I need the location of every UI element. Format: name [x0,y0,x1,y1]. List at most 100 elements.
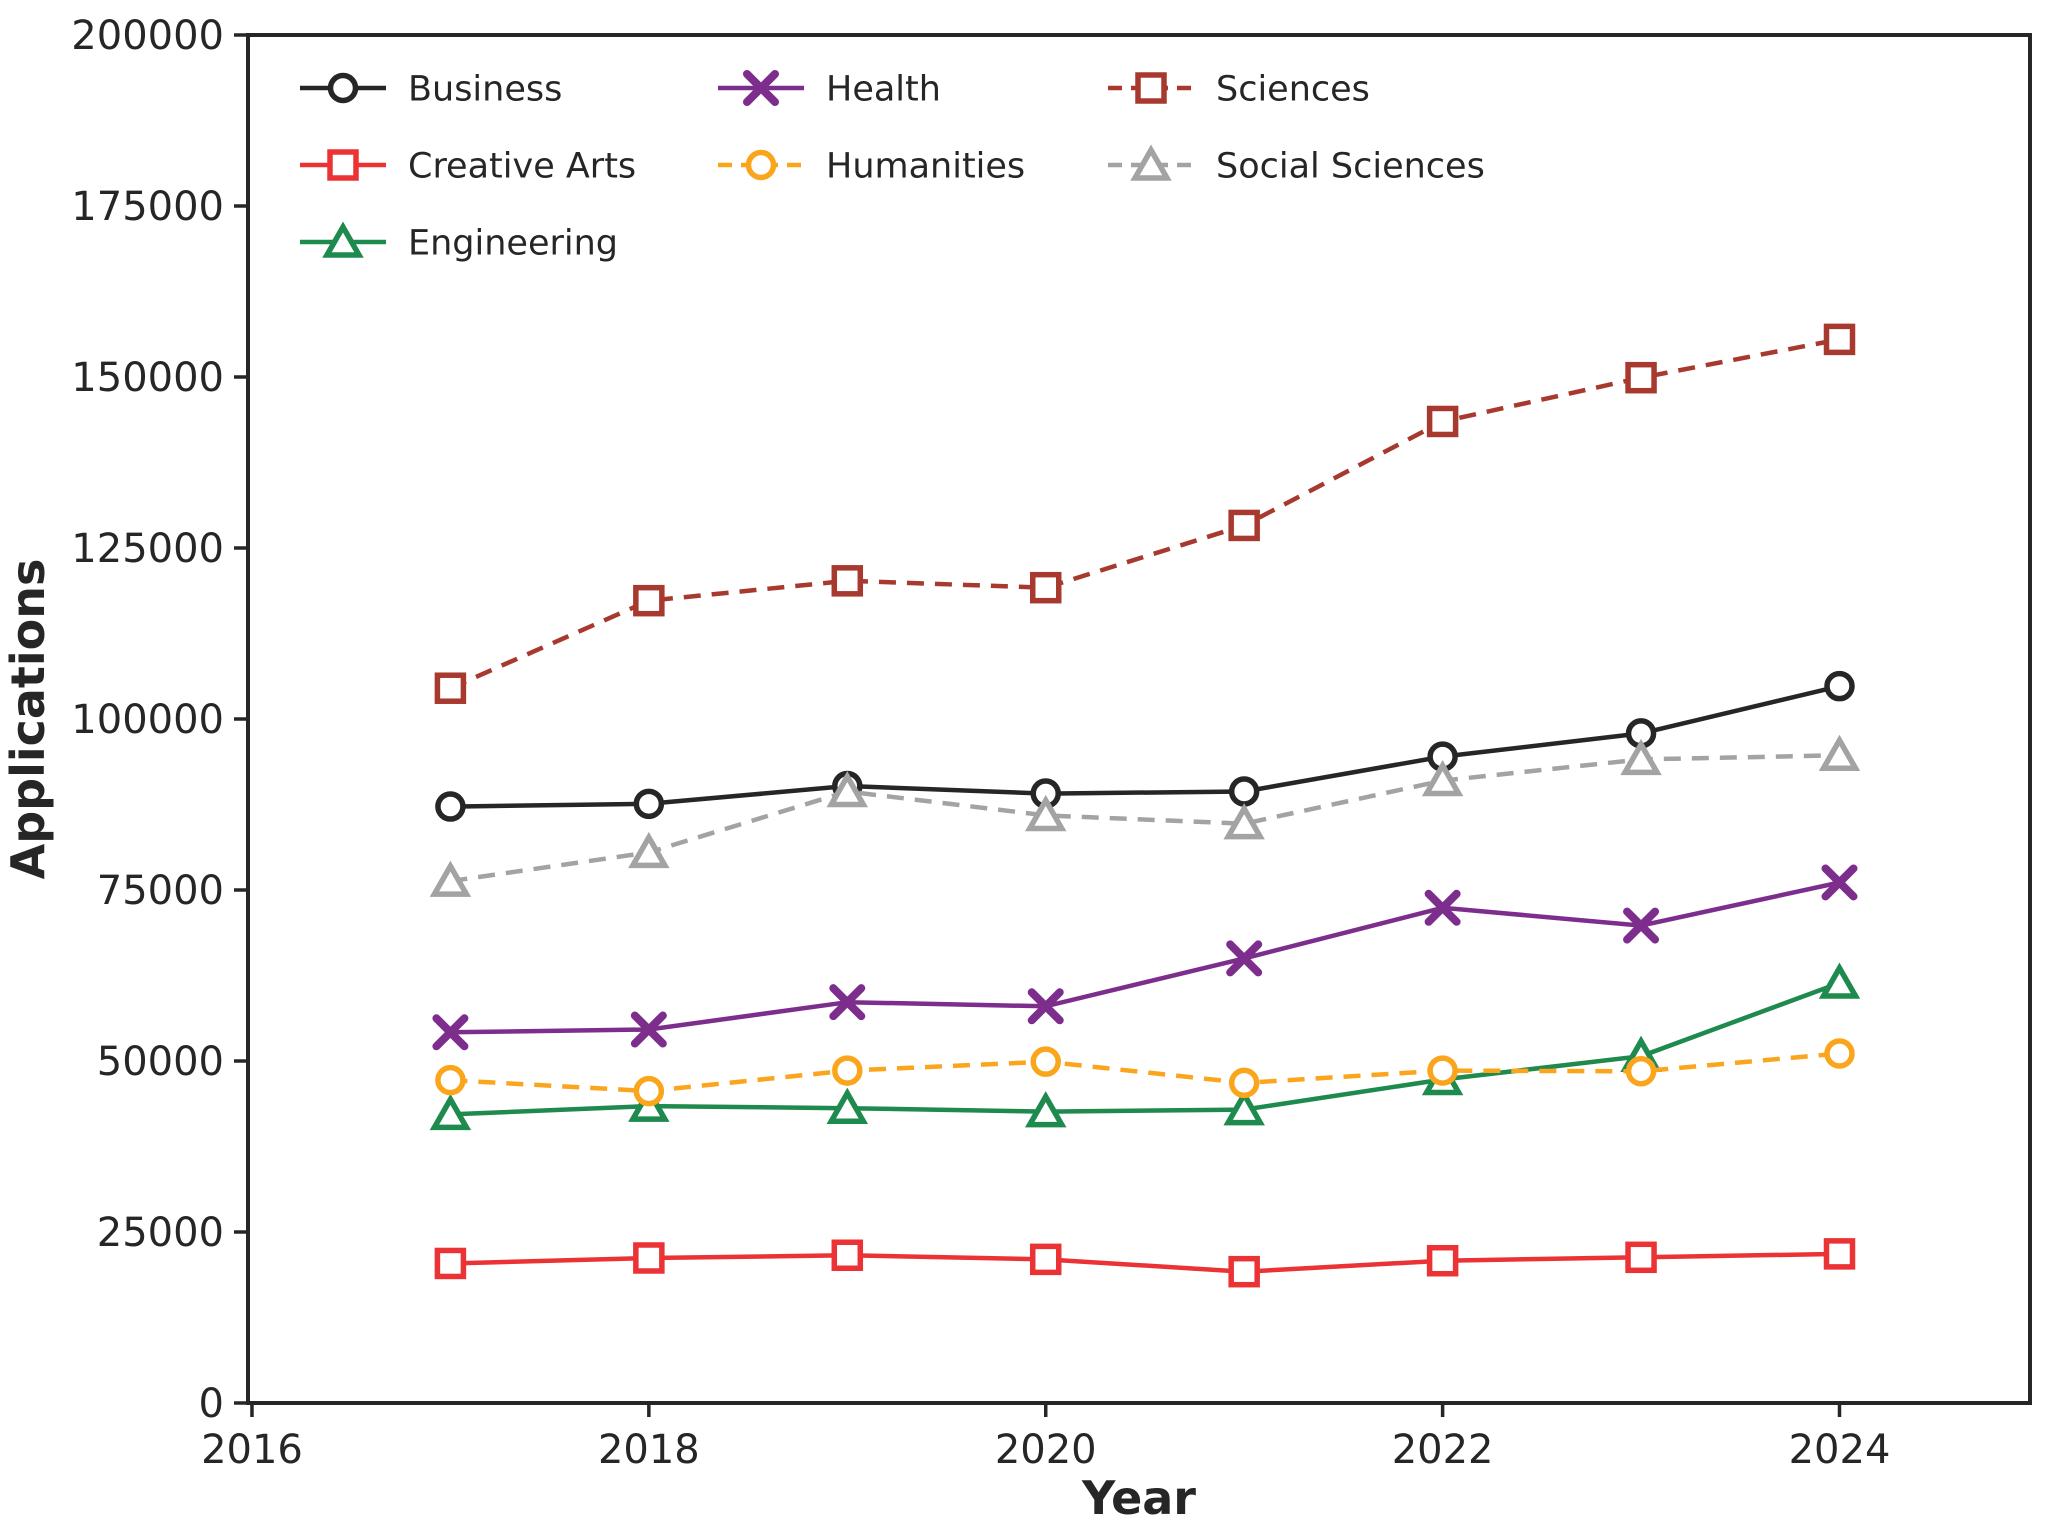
x-tick-label: 2024 [1789,1427,1891,1473]
triangle-marker [826,1087,869,1124]
circle-marker [1228,1067,1260,1099]
x-marker [630,1011,667,1048]
square-marker [1029,1243,1062,1276]
triangle-marker [429,860,472,897]
circle-marker [435,791,466,822]
data-point-x-health [1821,864,1858,901]
y-tick-label: 175000 [71,184,224,230]
x-marker [1821,864,1858,901]
data-point-x-health-legend [743,70,779,106]
y-axis-label: Applications [1,559,55,880]
square-marker [1823,323,1856,356]
series-health [432,864,1858,1051]
data-point-square-creative-arts [434,1247,467,1280]
series-line-health [450,880,1840,1035]
data-point-square-creative-arts [1426,1244,1459,1277]
circle-marker [435,1064,466,1096]
data-point-circle-humanities [832,1055,863,1086]
data-point-circle-business [1228,776,1260,807]
series-line-sciences [449,337,1840,691]
triangle-marker [1130,144,1172,181]
triangle-marker [628,831,670,869]
data-point-circle-humanities [1427,1055,1458,1086]
data-point-x-health [1027,988,1064,1025]
data-point-triangle-engineering [1818,962,1861,999]
legend-label-sciences: Sciences [1216,69,1370,109]
x-marker [1226,940,1263,977]
x-marker [829,984,866,1021]
circle-marker [1228,776,1260,807]
data-point-square-sciences [1426,405,1459,438]
triangle-marker [322,221,364,258]
square-marker [1228,509,1260,542]
data-point-square-creative-arts [633,1242,665,1274]
x-marker [743,70,779,106]
data-point-triangle-social-sciences [1024,794,1067,832]
y-tick-label: 125000 [71,526,224,572]
data-point-x-health [1424,889,1461,926]
series-creative-arts [434,1238,1856,1288]
data-point-circle-business-legend [327,72,359,104]
data-point-triangle-social-sciences [1620,738,1662,776]
legend-label-humanities: Humanities [826,146,1025,186]
data-point-square-creative-arts-legend [327,149,359,181]
square-marker [1426,405,1459,438]
triangle-marker [1620,738,1662,776]
y-tick-label: 75000 [97,868,224,914]
legend-item-health: Health [718,69,941,109]
x-marker [1623,907,1660,944]
triangle-marker [1223,803,1265,840]
square-marker [434,672,467,704]
data-point-triangle-engineering [1024,1091,1067,1128]
data-point-triangle-engineering [1223,1089,1265,1126]
square-marker [327,149,359,181]
triangle-marker [826,770,869,808]
data-series-layer [429,323,1861,1288]
data-point-square-sciences [1625,361,1657,394]
data-point-circle-humanities-legend [745,149,777,181]
data-point-triangle-engineering [429,1093,472,1131]
circle-marker [745,149,777,181]
data-point-x-health [630,1011,667,1048]
triangle-marker [1024,1091,1067,1128]
data-point-circle-humanities [1228,1067,1260,1099]
x-tick-label: 2016 [201,1427,303,1473]
x-marker [1424,889,1461,926]
data-point-square-sciences-legend [1135,72,1167,104]
legend-label-engineering: Engineering [408,223,618,263]
data-point-circle-humanities [1030,1046,1061,1077]
square-marker [1426,1244,1459,1277]
data-point-circle-humanities [435,1064,466,1096]
data-point-circle-business [435,791,466,822]
y-tick-label: 150000 [71,355,224,401]
x-tick-label: 2018 [598,1427,700,1473]
square-marker [1135,72,1167,104]
data-point-x-health [1623,907,1660,944]
square-marker [1625,361,1657,394]
data-point-square-sciences [1823,323,1856,356]
series-line-creative-arts [450,1251,1840,1274]
series-line-social-sciences [450,753,1840,884]
triangle-marker [1024,794,1067,832]
data-point-square-creative-arts [831,1239,864,1272]
square-marker [633,1242,665,1274]
triangle-marker [1818,962,1861,999]
series-social-sciences [429,734,1861,897]
legend-item-engineering: Engineering [300,221,618,263]
data-point-triangle-social-sciences [1421,760,1464,797]
data-point-square-creative-arts [1029,1243,1062,1276]
square-marker [434,1247,467,1280]
series-line-business [450,684,1841,809]
circle-marker [327,72,359,104]
x-tick-label: 2022 [1392,1427,1494,1473]
y-tick-label: 25000 [97,1210,224,1256]
series-line-engineering [450,980,1841,1117]
circle-marker [1030,1046,1061,1077]
x-tick-label: 2020 [995,1427,1097,1473]
square-marker [1228,1255,1260,1288]
legend-label-business: Business [408,69,562,109]
legend-item-humanities: Humanities [718,146,1025,186]
data-point-square-sciences [434,672,467,704]
data-point-square-sciences [1029,571,1062,604]
